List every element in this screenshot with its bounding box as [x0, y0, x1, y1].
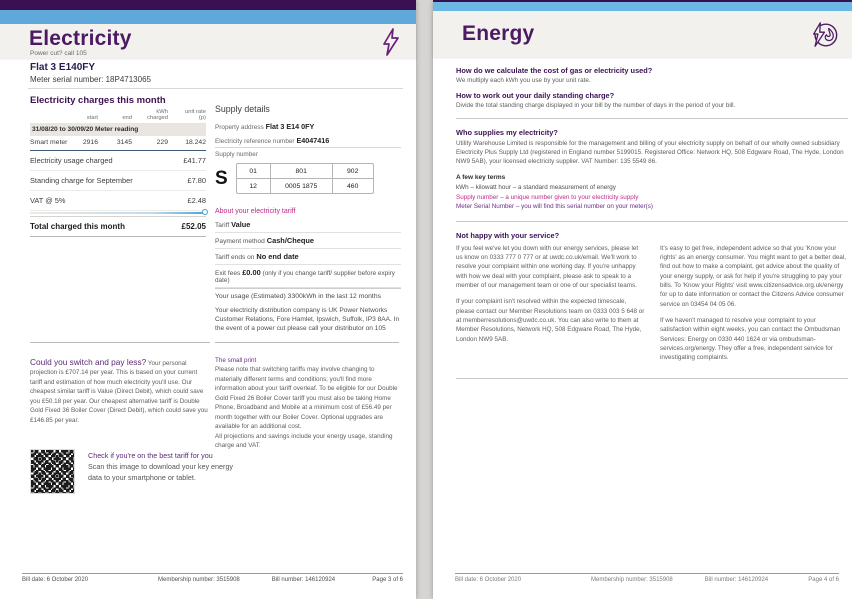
energy-content: How do we calculate the cost of gas or e…	[456, 66, 848, 388]
supply-number-grid: S 01 801 902 12 0005 1875 460	[215, 163, 401, 194]
complaints-columns: If you feel we've let you down with our …	[456, 244, 848, 370]
reading-start: 2916	[82, 139, 98, 146]
key-term-supply-number: Supply number – a unique number given to…	[456, 193, 639, 201]
power-cut-note: Power cut? call 105	[30, 50, 87, 57]
charges-table-header: start end kWh charged unit rate (p)	[30, 109, 206, 123]
property-name: Flat 3 E140FY	[30, 62, 96, 73]
complaints-heading: Not happy with your service?	[456, 230, 560, 240]
page-number: Page 4 of 6	[808, 577, 839, 583]
footer: Bill date: 6 October 2020 Membership num…	[455, 573, 839, 583]
meter-serial: Meter serial number: 18P4713065	[30, 75, 151, 84]
qr-section: Check if you're on the best tariff for y…	[30, 449, 248, 494]
page-number: Page 3 of 6	[372, 577, 403, 583]
lightning-icon	[380, 28, 402, 61]
charges-heading: Electricity charges this month	[30, 95, 166, 106]
complaints-left-column: If you feel we've let you down with our …	[456, 244, 645, 343]
switch-heading: Could you switch and pay less?	[30, 357, 147, 367]
usage-row: Your usage (Estimated) 3300kWh in the la…	[215, 288, 401, 303]
electricity-header: Electricity Power cut? call 105	[0, 24, 416, 58]
qr-code	[30, 449, 75, 494]
tariff-heading: About your electricity tariff	[215, 208, 296, 215]
page-title: Electricity	[29, 27, 132, 50]
reference-number-row: Electricity reference number E4047416	[215, 133, 401, 148]
supply-number-label: Supply number	[215, 150, 258, 158]
supply-details-heading: Supply details	[215, 104, 270, 114]
info-dot-icon	[202, 209, 208, 215]
charge-line-usage: Electricity usage charged £41.77	[30, 151, 206, 171]
gradient-rule	[30, 209, 208, 215]
divider	[456, 378, 848, 380]
tariff-row: Tariff Value	[215, 217, 401, 233]
qr-caption-body: Scan this image to download your key ene…	[88, 461, 234, 482]
faq-question: How to work out your daily standing char…	[456, 91, 615, 100]
property-address-row: Property address Flat 3 E14 0FY	[215, 121, 315, 131]
tariff-ends-row: Tariff ends on No end date	[215, 249, 401, 265]
kwh-charged: 229	[156, 139, 168, 146]
charge-line-standing: Standing charge for September £7.80	[30, 171, 206, 191]
page-title: Energy	[462, 22, 535, 45]
meter-reading-period-row: 31/08/20 to 30/09/20 Meter reading	[30, 123, 206, 136]
supply-s: S	[215, 167, 228, 189]
membership-number: Membership number: 3515908	[591, 577, 673, 583]
membership-number: Membership number: 3515908	[158, 577, 240, 583]
switch-and-save-paragraph: Could you switch and pay less? Your pers…	[30, 342, 210, 425]
exit-fees-row: Exit fees £0.00 (only if you change tari…	[215, 265, 401, 288]
qr-caption-title: Check if you're on the best tariff for y…	[88, 451, 213, 460]
page-energy: Energy How do we calculate the cost of g…	[433, 0, 852, 599]
page-electricity: Electricity Power cut? call 105 Flat 3 E…	[0, 0, 416, 599]
bill-number: Bill number: 146120924	[271, 577, 336, 583]
key-term-kwh: kWh – kilowatt hour – a standard measure…	[456, 184, 616, 192]
bill-date: Bill date: 6 October 2020	[455, 577, 522, 583]
top-bar-blue	[433, 2, 852, 11]
divider	[28, 88, 403, 89]
reading-end: 3145	[116, 139, 132, 146]
footer: Bill date: 6 October 2020 Membership num…	[22, 573, 403, 583]
faq-answer: We multiply each kWh you use by your uni…	[456, 77, 591, 84]
bill-number: Bill number: 146120924	[704, 577, 769, 583]
supplier-heading: Who supplies my electricity?	[456, 128, 558, 137]
supplier-body: Utility Warehouse Limited is responsible…	[456, 140, 844, 166]
energy-header: Energy	[433, 11, 852, 57]
faq-question: How do we calculate the cost of gas or e…	[456, 66, 653, 75]
faq-answer: Divide the total standing charge display…	[456, 102, 736, 109]
key-terms-heading: A few key terms	[456, 174, 506, 182]
unit-rate: 18.242	[185, 139, 206, 146]
energy-icon	[809, 20, 839, 55]
col-kwh-charged: kWh charged	[147, 109, 168, 121]
col-start: start	[86, 115, 98, 121]
top-bar-blue	[0, 10, 416, 24]
small-print: The small print Please note that switchi…	[215, 342, 399, 450]
bill-date: Bill date: 6 October 2020	[22, 577, 89, 583]
payment-method-row: Payment method Cash/Cheque	[215, 233, 401, 249]
complaints-right-column: It's easy to get free, independent advic…	[660, 244, 847, 362]
col-unit-rate: unit rate (p)	[185, 109, 206, 121]
charges-table: start end kWh charged unit rate (p) 31/0…	[30, 109, 208, 237]
top-bar-dark	[0, 0, 416, 10]
smart-meter-row: Smart meter 2916 3145 229 18.242	[30, 136, 206, 151]
col-end: end	[122, 115, 132, 121]
top-bar-dark	[433, 0, 852, 2]
key-term-meter-serial: Meter Serial Number – you will find this…	[456, 203, 654, 211]
supply-details: Supply details Property address Flat 3 E…	[215, 104, 401, 334]
small-print-heading: The small print	[215, 357, 257, 364]
total-row: Total charged this month £52.05	[30, 216, 206, 237]
distribution-company-note: Your electricity distribution company is…	[215, 307, 400, 333]
meter-label: Smart meter	[30, 139, 68, 146]
divider	[456, 118, 848, 119]
charge-line-vat: VAT @ 5% £2.48	[30, 191, 206, 211]
divider	[456, 220, 848, 222]
